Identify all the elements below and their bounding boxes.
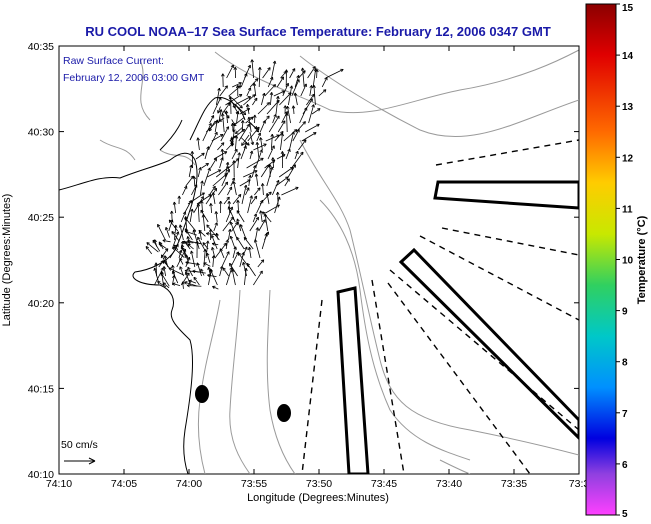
colorbar-tick-label: 6 bbox=[622, 460, 628, 471]
colorbar-tick-label: 11 bbox=[622, 204, 633, 215]
colorbar-tick-label: 9 bbox=[622, 307, 628, 318]
x-tick-label: 73:40 bbox=[436, 478, 462, 490]
y-axis-label: Latitude (Degrees:Minutes) bbox=[1, 194, 13, 327]
figure-title: RU COOL NOAA–17 Sea Surface Temperature:… bbox=[85, 24, 551, 39]
colorbar-tick-label: 10 bbox=[622, 256, 634, 267]
inset-line-2: February 12, 2006 03:00 GMT bbox=[63, 72, 205, 84]
scale-label: 50 cm/s bbox=[61, 439, 98, 451]
colorbar-tick-label: 8 bbox=[622, 358, 628, 369]
colorbar-tick-label: 15 bbox=[622, 3, 634, 14]
y-tick-label: 40:15 bbox=[28, 383, 54, 395]
colorbar-tick-label: 14 bbox=[622, 51, 634, 62]
colorbar-tick-label: 12 bbox=[622, 153, 634, 164]
colorbar-tick-label: 7 bbox=[622, 409, 628, 420]
x-tick-label: 74:00 bbox=[176, 478, 202, 490]
x-tick-label: 73:45 bbox=[371, 478, 397, 490]
colorbar-label: Temperature (°C) bbox=[636, 215, 648, 304]
site-marker bbox=[277, 404, 291, 422]
colorbar-ticks: 15 14 13 12 11 10 9 8 7 6 5 bbox=[616, 3, 634, 519]
y-tick-label: 40:20 bbox=[28, 298, 54, 310]
colorbar-tick-label: 13 bbox=[622, 102, 634, 113]
x-tick-label: 74:05 bbox=[111, 478, 137, 490]
y-tick-label: 40:10 bbox=[28, 469, 54, 481]
colorbar-tick-label: 5 bbox=[622, 509, 628, 519]
colorbar bbox=[586, 4, 616, 515]
x-tick-label: 73:35 bbox=[501, 478, 527, 490]
x-tick-label: 73:55 bbox=[241, 478, 267, 490]
site-marker bbox=[195, 385, 209, 403]
y-tick-label: 40:30 bbox=[28, 127, 54, 139]
y-tick-label: 40:35 bbox=[28, 41, 54, 53]
x-axis-label: Longitude (Degrees:Minutes) bbox=[247, 492, 389, 504]
y-tick-label: 40:25 bbox=[28, 212, 54, 224]
inset-line-1: Raw Surface Current: bbox=[63, 55, 164, 67]
x-tick-label: 73:50 bbox=[306, 478, 332, 490]
